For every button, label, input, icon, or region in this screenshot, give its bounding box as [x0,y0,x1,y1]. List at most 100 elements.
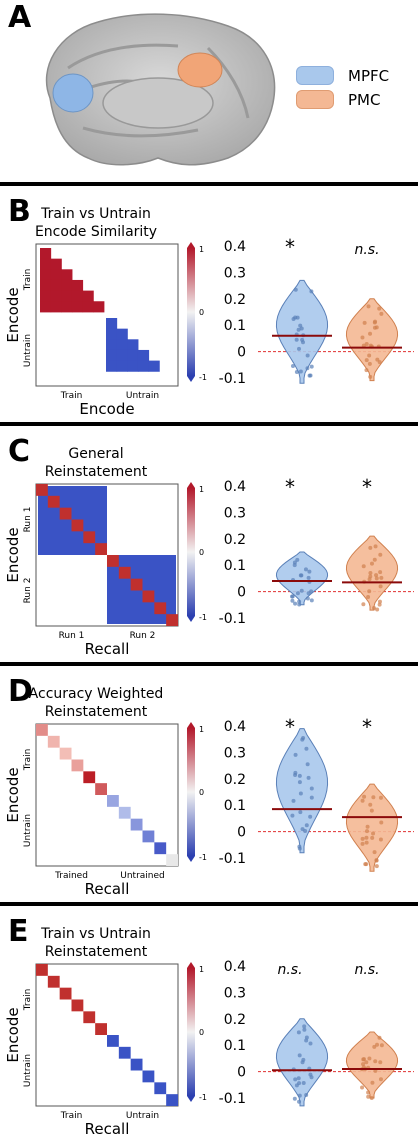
colorbar-mid-label: 0 [199,308,204,317]
pmc-point [375,357,380,362]
pmc-point [372,606,377,611]
mpfc-point [306,591,311,596]
pmc-point [373,1059,378,1064]
colorbar-mid-label: 0 [199,1028,204,1037]
matrix-cell [59,987,72,1000]
matrix-cell [71,519,84,532]
pmc-violin [345,783,399,872]
matrix-cell [107,795,119,807]
matrix-title-line2: Reinstatement [45,944,148,960]
matrix-cell [127,360,139,372]
mpfc-point [293,770,298,775]
pmc-point [366,304,371,309]
matrix-cell [107,1035,119,1047]
matrix-cell [36,724,48,736]
matrix-cell [116,349,128,362]
pmc-point [361,343,366,348]
matrix-cell [59,747,72,760]
mpfc-point [308,814,313,819]
colorbar-mid-label: 0 [199,548,204,557]
matrix-cell [148,360,160,372]
pmc-point [377,602,382,607]
mpfc-point [308,373,313,378]
divider-3 [0,662,418,666]
pmc-point [368,545,373,550]
col-tick-1: Train [60,391,83,401]
similarity-matrix [35,723,179,867]
mpfc-point [300,1060,305,1065]
colorbar-bottom-arrow [187,1096,195,1102]
matrix-cell [127,349,139,362]
matrix-cell [40,279,52,292]
matrix-cell [40,248,52,260]
pmc-point [367,353,372,358]
pmc-point [367,1056,372,1061]
pmc-significance: n.s. [354,242,379,258]
violin-ytick: 0.4 [224,959,246,975]
pmc-point [360,841,365,846]
mpfc-point [309,364,314,369]
colorbar [187,728,195,856]
matrix-cell [61,301,73,313]
row-tick-2: Untrain [23,814,33,847]
matrix-cell [95,783,107,795]
violin-ytick: 0.2 [224,1012,246,1028]
colorbar-top-arrow [187,722,195,728]
mpfc-point [293,601,298,606]
mpfc-point [304,746,309,751]
panel-figure: Train vs Untrain Reinstatement Train Untrai… [4,926,414,1138]
matrix-cell [154,842,167,855]
pmc-point [372,557,377,562]
pmc-point [364,840,369,845]
mpfc-point [299,588,304,593]
divider-4 [0,902,418,906]
matrix-cell [137,349,150,362]
pmc-point [367,577,372,582]
matrix-cell [142,590,155,603]
matrix-cell [61,279,73,292]
mpfc-point [297,846,302,851]
pmc-point [378,837,383,842]
mpfc-point [297,780,302,785]
mpfc-point [290,598,295,603]
pmc-point [374,864,379,869]
colorbar-bottom-arrow [187,616,195,622]
pmc-point [371,795,376,800]
matrix-cell [71,290,84,302]
mpfc-violin [275,551,329,606]
matrix-cell [95,1023,107,1035]
pmc-point [370,1080,375,1085]
matrix-xlabel: Recall [85,880,130,898]
mpfc-significance: * [285,475,295,499]
mpfc-point [300,737,305,742]
mpfc-point [308,1041,313,1046]
pmc-point [364,862,369,867]
mpfc-significance: n.s. [277,962,302,978]
pmc-point [372,320,377,325]
violin-ytick: -0.1 [219,851,246,867]
mpfc-point [297,1099,302,1104]
matrix-cell [166,854,178,866]
matrix-cell [130,1058,143,1071]
panel-b: B Train vs Untrain Encode Similarity Train U… [0,188,418,420]
panel-letter: D [8,674,33,709]
colorbar-top-label: 1 [199,725,204,734]
pmc-point [377,306,382,311]
violin-ytick: 0.2 [224,292,246,308]
mpfc-violin [275,728,329,854]
mpfc-point [306,575,311,580]
pmc-point [379,575,384,580]
pmc-point [365,829,370,834]
matrix-cell [118,806,131,819]
matrix-cell [50,269,62,281]
mpfc-point [305,762,310,767]
matrix-cell [82,301,94,313]
mpfc-point [297,1053,302,1058]
matrix-cell [40,290,52,302]
matrix-cell [127,339,139,351]
pmc-point [379,820,384,825]
matrix-ylabel: Encode [4,767,22,822]
mpfc-point [309,795,314,800]
matrix-title-line2: Encode Similarity [35,224,157,240]
pmc-point [361,602,366,607]
